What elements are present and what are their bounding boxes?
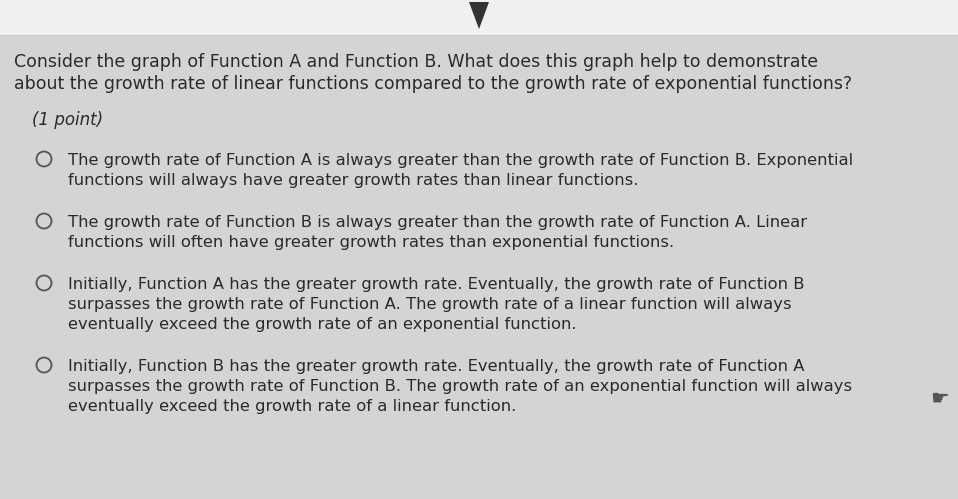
Bar xyxy=(0,0,958,35)
Text: functions will often have greater growth rates than exponential functions.: functions will often have greater growth… xyxy=(68,235,674,250)
Text: surpasses the growth rate of Function B. The growth rate of an exponential funct: surpasses the growth rate of Function B.… xyxy=(68,379,852,394)
Text: The growth rate of Function B is always greater than the growth rate of Function: The growth rate of Function B is always … xyxy=(68,215,808,230)
Text: eventually exceed the growth rate of a linear function.: eventually exceed the growth rate of a l… xyxy=(68,399,516,414)
Text: The growth rate of Function A is always greater than the growth rate of Function: The growth rate of Function A is always … xyxy=(68,153,854,168)
Text: ☛: ☛ xyxy=(930,389,948,409)
Text: eventually exceed the growth rate of an exponential function.: eventually exceed the growth rate of an … xyxy=(68,317,577,332)
Text: Initially, Function A has the greater growth rate. Eventually, the growth rate o: Initially, Function A has the greater gr… xyxy=(68,277,805,292)
Polygon shape xyxy=(469,2,489,29)
Text: (1 point): (1 point) xyxy=(32,111,103,129)
Text: about the growth rate of linear functions compared to the growth rate of exponen: about the growth rate of linear function… xyxy=(14,75,852,93)
Text: Initially, Function B has the greater growth rate. Eventually, the growth rate o: Initially, Function B has the greater gr… xyxy=(68,359,805,374)
Text: functions will always have greater growth rates than linear functions.: functions will always have greater growt… xyxy=(68,173,638,188)
Text: surpasses the growth rate of Function A. The growth rate of a linear function wi: surpasses the growth rate of Function A.… xyxy=(68,297,791,312)
Text: Consider the graph of Function A and Function B. What does this graph help to de: Consider the graph of Function A and Fun… xyxy=(14,53,818,71)
